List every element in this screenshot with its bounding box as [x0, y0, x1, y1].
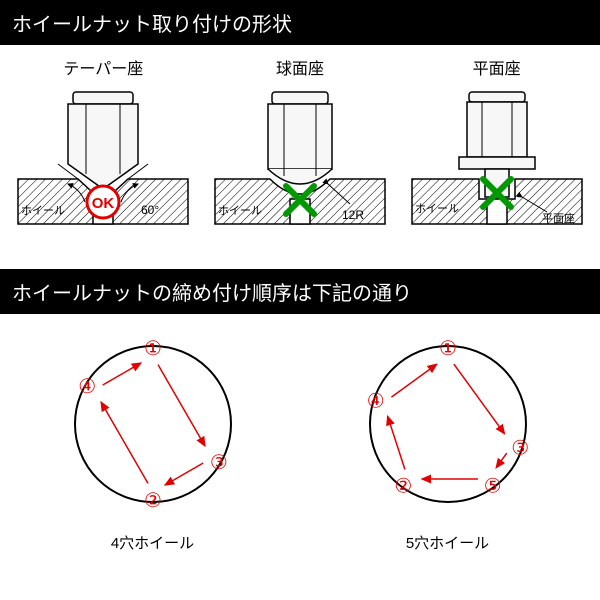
sequence-4hole: ① ② ③ ④ 4穴ホイール — [28, 329, 278, 553]
svg-text:④: ④ — [366, 391, 384, 413]
section-header-shapes: ホイールナット取り付けの形状 — [0, 0, 600, 45]
sequence-4hole-svg: ① ② ③ ④ — [43, 329, 263, 519]
svg-text:⑤: ⑤ — [483, 475, 501, 497]
sublabel-taper: ホイール — [21, 204, 65, 217]
nut-label-taper: テーパー座 — [13, 55, 193, 79]
nut-label-flat: 平面座 — [407, 55, 587, 79]
sequence-5hole: ① ② ③ ④ ⑤ 5穴ホイール — [323, 329, 573, 553]
sequence-row: ① ② ③ ④ 4穴ホイール ① ② ③ ④ ⑤ 5穴ホイール — [0, 314, 600, 563]
nut-diagram-sphere: ホイール 12R — [210, 84, 390, 244]
nut-diagram-flat: ホイール 平面座 — [407, 84, 587, 244]
sequence-5hole-svg: ① ② ③ ④ ⑤ — [338, 329, 558, 519]
angle-label-sphere: 12R — [342, 208, 364, 222]
svg-text:①: ① — [439, 338, 457, 360]
svg-text:③: ③ — [511, 437, 529, 459]
nut-item-taper: テーパー座 ホイール — [13, 55, 193, 249]
section-header-sequence: ホイールナットの締め付け順序は下記の通り — [0, 269, 600, 314]
svg-text:①: ① — [144, 338, 162, 360]
nut-item-flat: 平面座 ホイール 平面座 — [407, 55, 587, 249]
nut-label-sphere: 球面座 — [210, 55, 390, 79]
nut-diagram-taper: ホイール 60° OK — [13, 84, 193, 244]
angle-label-taper: 60° — [141, 203, 159, 217]
angle-label-flat: 平面座 — [542, 211, 575, 225]
sequence-4hole-label: 4穴ホイール — [28, 532, 278, 553]
svg-text:ホイール: ホイール — [218, 204, 262, 217]
svg-text:ホイール: ホイール — [415, 202, 459, 215]
ok-mark: OK — [92, 195, 115, 212]
svg-text:②: ② — [394, 475, 412, 497]
nut-types-row: テーパー座 ホイール — [0, 45, 600, 269]
svg-text:②: ② — [144, 490, 162, 512]
nut-item-sphere: 球面座 ホイール 12R — [210, 55, 390, 249]
svg-text:④: ④ — [78, 376, 96, 398]
svg-text:③: ③ — [209, 452, 227, 474]
sequence-5hole-label: 5穴ホイール — [323, 532, 573, 553]
